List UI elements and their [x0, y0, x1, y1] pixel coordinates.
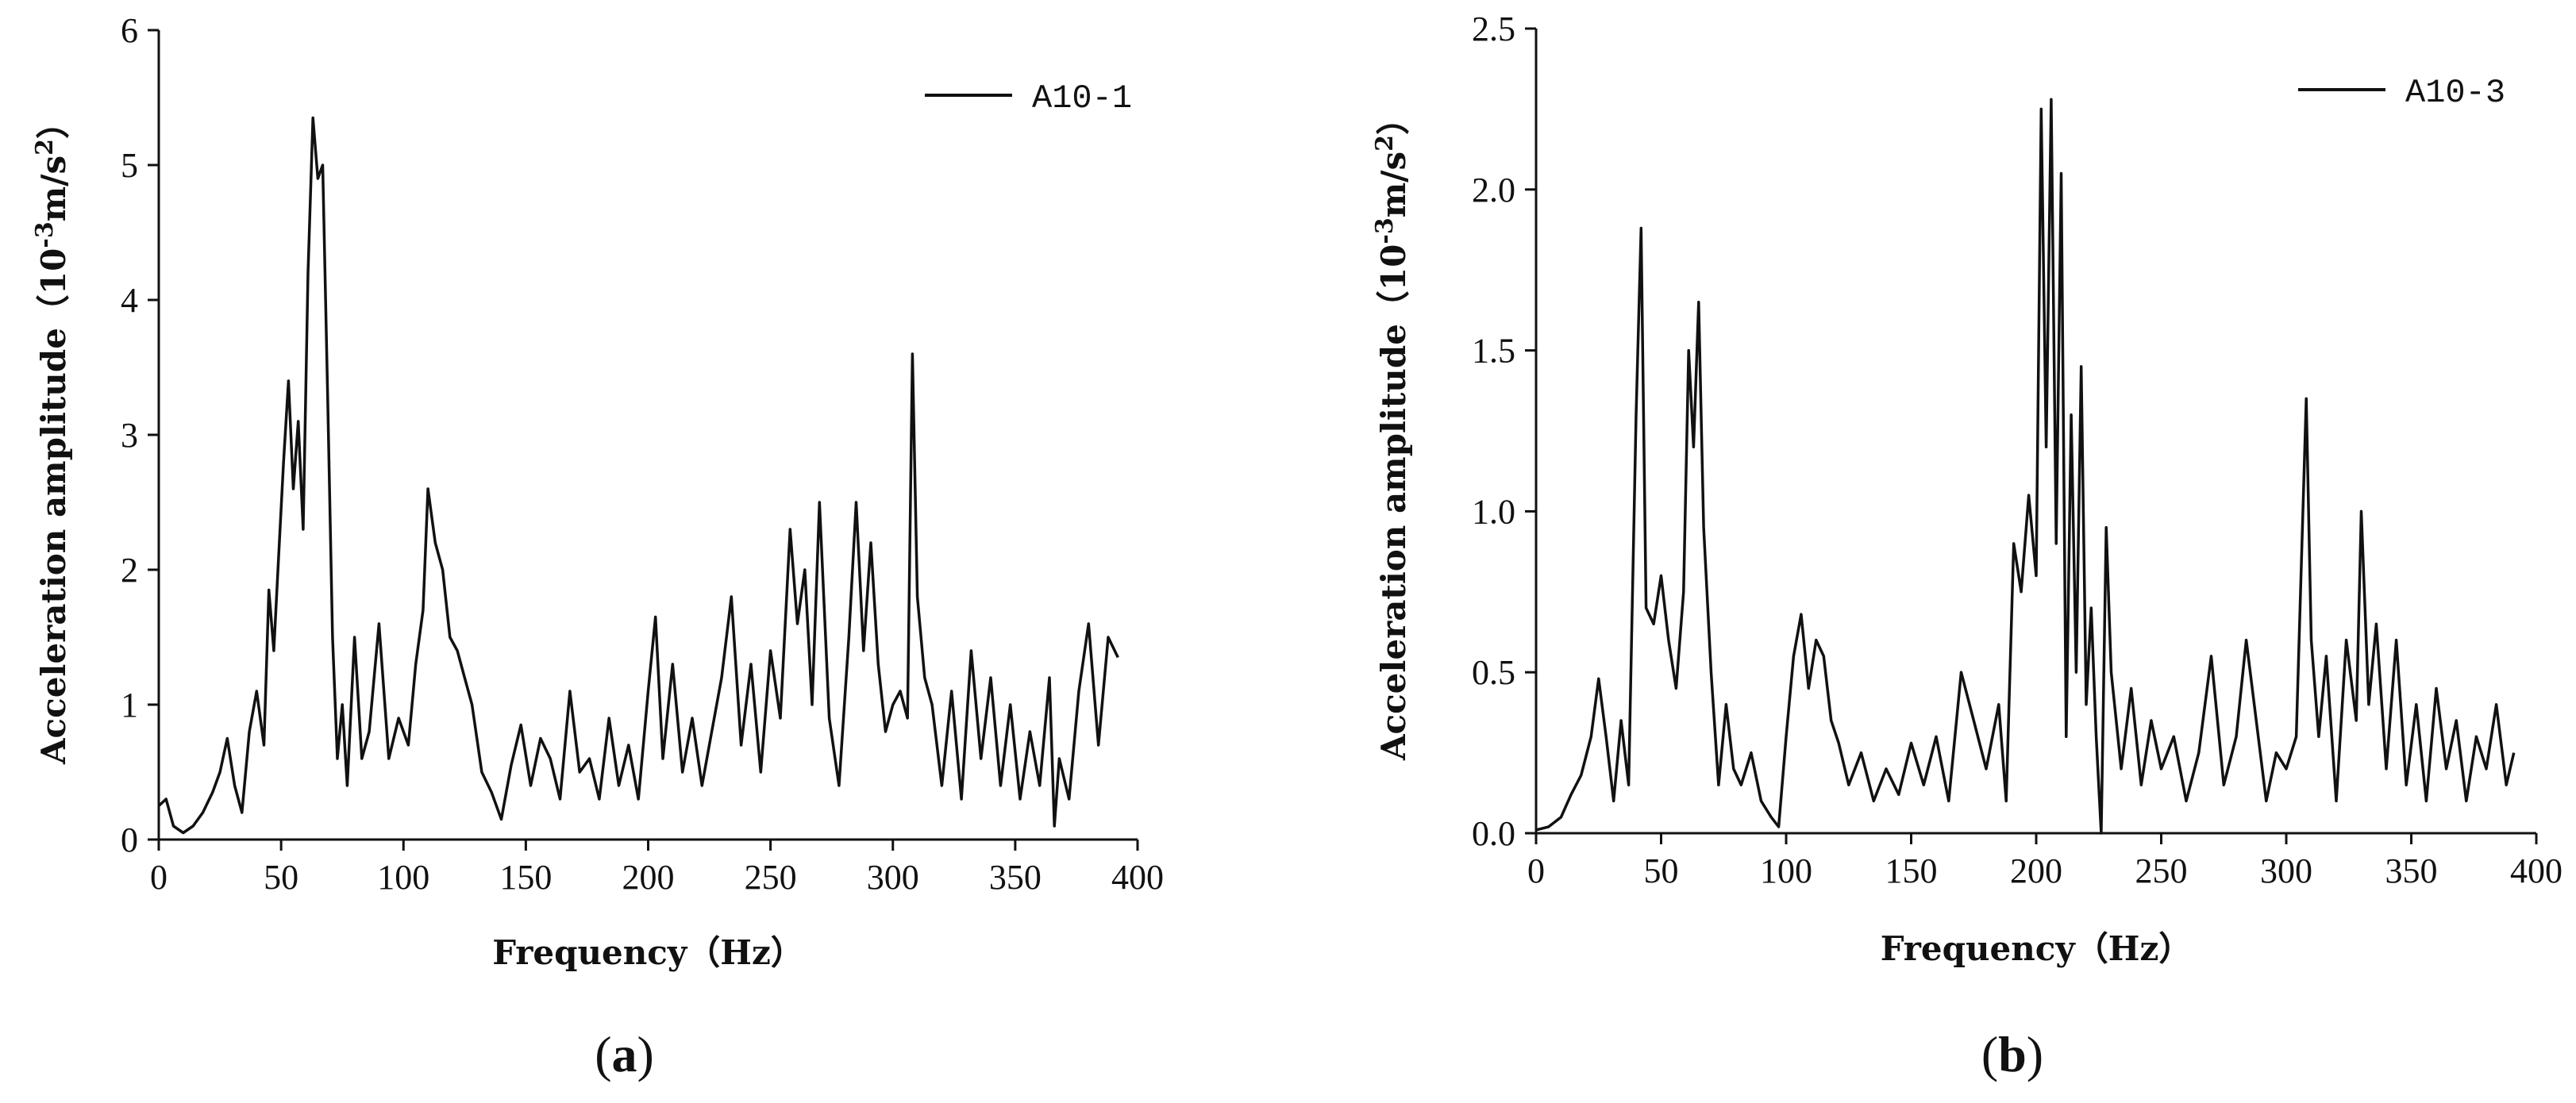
y-tick-label: 0 [121, 821, 138, 859]
y-tick-label: 0.5 [1472, 653, 1515, 692]
x-axis-title: Frequency（Hz） [1881, 929, 2193, 968]
y-tick-label: 3 [121, 416, 138, 455]
panel-label: (b) [1981, 1026, 2043, 1082]
chart-b: 0 50 100 150 200 250 300 350 400 0.0 0.5 1.0 1.5 2.0 2… [1371, 10, 2563, 1082]
legend-label: A10-1 [1032, 79, 1132, 117]
legend-label: A10-3 [2405, 74, 2505, 112]
y-tick-label: 2.0 [1472, 171, 1515, 209]
x-tick-label: 250 [2135, 851, 2188, 890]
y-tick-label: 2 [121, 551, 138, 590]
chart-a: 0 50 100 150 200 250 300 350 400 0 1 2 3 4 5 6 A10-1 Freq… [31, 11, 1164, 1082]
y-tick-label: 1.5 [1472, 332, 1515, 371]
y-tick-label: 0.0 [1472, 814, 1515, 853]
x-tick-label: 50 [264, 858, 298, 897]
x-tick-label: 0 [1527, 851, 1545, 890]
y-axis-title: Acceleration amplitude（10-3m/s2） [1371, 102, 1413, 761]
x-tick-label: 250 [745, 858, 797, 897]
x-axis-title: Frequency（Hz） [492, 933, 804, 972]
x-tick-label: 350 [989, 858, 1042, 897]
y-tick-label: 1 [121, 686, 138, 724]
x-tick-label: 300 [867, 858, 919, 897]
y-axis-title: Acceleration amplitude（10-3m/s2） [31, 106, 73, 765]
y-tick-label: 1.0 [1472, 492, 1515, 531]
x-tick-label: 150 [1885, 851, 1938, 890]
series-line-a10-3 [1535, 98, 2516, 835]
x-tick-label: 0 [150, 858, 167, 897]
x-tick-label: 50 [1644, 851, 1679, 890]
x-tick-label: 400 [2510, 851, 2563, 890]
y-tick-label: 4 [121, 281, 138, 320]
x-tick-label: 150 [499, 858, 552, 897]
x-tick-label: 200 [622, 858, 675, 897]
x-tick-label: 400 [1111, 858, 1164, 897]
x-tick-label: 300 [2260, 851, 2312, 890]
series-line-a10-1 [157, 116, 1119, 835]
x-tick-label: 100 [1760, 851, 1812, 890]
y-tick-label: 2.5 [1472, 10, 1515, 48]
x-tick-label: 100 [377, 858, 429, 897]
y-tick-label: 6 [121, 11, 138, 50]
y-tick-label: 5 [121, 146, 138, 185]
panel-label: (a) [595, 1026, 654, 1082]
x-tick-label: 350 [2385, 851, 2438, 890]
x-tick-label: 200 [2010, 851, 2062, 890]
